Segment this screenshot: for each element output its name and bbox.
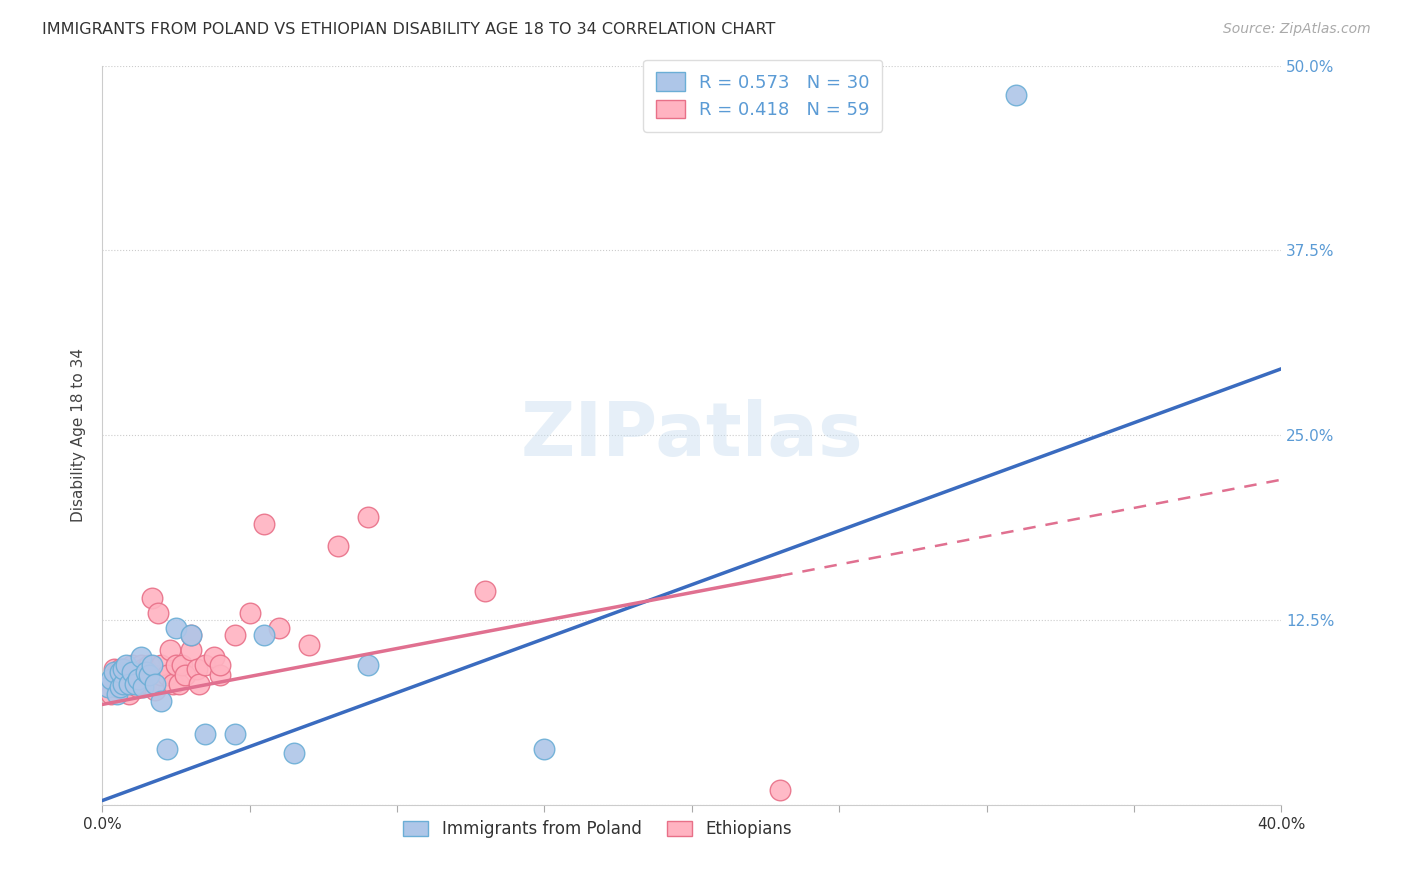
Point <box>111 677 134 691</box>
Point <box>138 677 160 691</box>
Point <box>103 673 125 687</box>
Point <box>156 741 179 756</box>
Point <box>105 680 128 694</box>
Point <box>148 606 170 620</box>
Point <box>124 677 146 691</box>
Point <box>114 680 136 694</box>
Point <box>132 662 155 676</box>
Legend: Immigrants from Poland, Ethiopians: Immigrants from Poland, Ethiopians <box>396 814 799 845</box>
Point <box>127 673 149 687</box>
Point <box>124 665 146 679</box>
Point <box>159 642 181 657</box>
Point <box>186 662 208 676</box>
Point <box>156 668 179 682</box>
Point <box>1005 88 1028 103</box>
Point <box>283 746 305 760</box>
Text: ZIPatlas: ZIPatlas <box>520 399 863 472</box>
Point <box>162 677 184 691</box>
Point <box>474 583 496 598</box>
Point <box>108 662 131 676</box>
Point <box>108 665 131 679</box>
Point <box>253 628 276 642</box>
Point <box>202 650 225 665</box>
Point <box>111 682 134 697</box>
Point <box>118 665 141 679</box>
Point <box>180 628 202 642</box>
Point <box>108 680 131 694</box>
Y-axis label: Disability Age 18 to 34: Disability Age 18 to 34 <box>72 348 86 523</box>
Text: IMMIGRANTS FROM POLAND VS ETHIOPIAN DISABILITY AGE 18 TO 34 CORRELATION CHART: IMMIGRANTS FROM POLAND VS ETHIOPIAN DISA… <box>42 22 776 37</box>
Point <box>267 621 290 635</box>
Point <box>108 677 131 691</box>
Point <box>224 628 246 642</box>
Point <box>111 662 134 676</box>
Point <box>239 606 262 620</box>
Point <box>132 673 155 687</box>
Point <box>105 687 128 701</box>
Point <box>150 694 173 708</box>
Point <box>143 677 166 691</box>
Point <box>127 680 149 694</box>
Point <box>167 677 190 691</box>
Point <box>194 657 217 672</box>
Point <box>127 665 149 679</box>
Point <box>114 665 136 679</box>
Point <box>138 657 160 672</box>
Point <box>111 673 134 687</box>
Point <box>224 727 246 741</box>
Text: Source: ZipAtlas.com: Source: ZipAtlas.com <box>1223 22 1371 37</box>
Point <box>173 668 195 682</box>
Point <box>209 668 232 682</box>
Point <box>188 677 211 691</box>
Point <box>100 673 122 687</box>
Point <box>100 687 122 701</box>
Point <box>356 657 378 672</box>
Point <box>253 516 276 531</box>
Point <box>105 665 128 679</box>
Point <box>135 665 157 679</box>
Point <box>135 662 157 676</box>
Point <box>118 687 141 701</box>
Point <box>118 677 141 691</box>
Point <box>150 657 173 672</box>
Point <box>141 591 163 605</box>
Point <box>180 628 202 642</box>
Point <box>141 657 163 672</box>
Point <box>165 657 187 672</box>
Point <box>194 727 217 741</box>
Point <box>121 657 143 672</box>
Point <box>533 741 555 756</box>
Point <box>356 509 378 524</box>
Point <box>297 638 319 652</box>
Point <box>111 662 134 676</box>
Point <box>103 662 125 676</box>
Point <box>129 657 152 672</box>
Point <box>138 668 160 682</box>
Point <box>114 657 136 672</box>
Point <box>121 665 143 679</box>
Point <box>180 642 202 657</box>
Point <box>769 783 792 797</box>
Point <box>103 665 125 679</box>
Point <box>129 677 152 691</box>
Point <box>132 680 155 694</box>
Point <box>121 677 143 691</box>
Point <box>135 677 157 691</box>
Point <box>124 677 146 691</box>
Point <box>129 650 152 665</box>
Point <box>326 539 349 553</box>
Point <box>150 668 173 682</box>
Point <box>121 665 143 679</box>
Point <box>170 657 193 672</box>
Point <box>209 657 232 672</box>
Point <box>97 680 120 694</box>
Point <box>143 682 166 697</box>
Point <box>97 680 120 694</box>
Point <box>165 621 187 635</box>
